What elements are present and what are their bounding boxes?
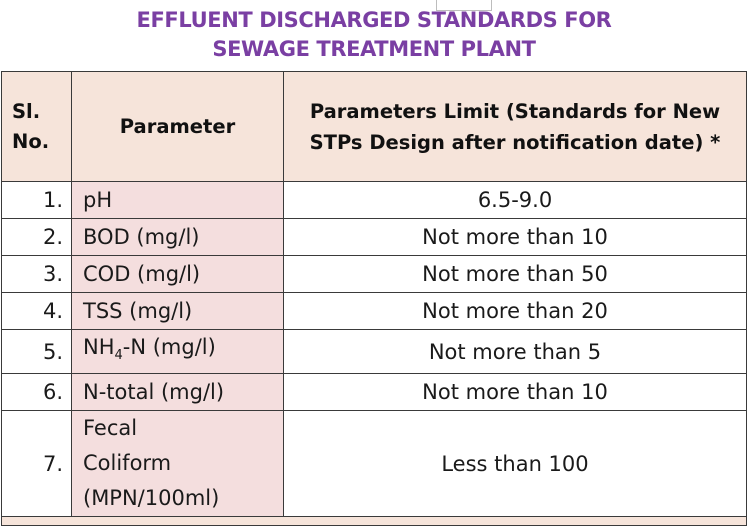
row-parameter: BOD (mg/l)	[71, 218, 284, 256]
table-row: 5. NH4-N (mg/l) Not more than 5	[1, 328, 747, 375]
param-line-2: Coliform	[83, 451, 172, 476]
row-parameter: Fecal Coliform (MPN/100ml)	[71, 410, 284, 518]
row-limit: 6.5-9.0	[283, 181, 747, 219]
param-line-3: (MPN/100ml)	[83, 486, 220, 511]
row-limit: Not more than 5	[283, 328, 747, 375]
header-limit: Parameters Limit (Standards for New STPs…	[283, 71, 747, 182]
title-line-1: EFFLUENT DISCHARGED STANDARDS FOR	[136, 8, 612, 32]
row-sl: 5.	[1, 328, 72, 375]
header-sl-line2: No.	[12, 129, 50, 153]
row-limit: Not more than 10	[283, 373, 747, 412]
row-sl: 2.	[1, 218, 72, 256]
footer-cell	[1, 516, 747, 526]
row-limit: Less than 100	[283, 410, 747, 518]
table-row: 6. N-total (mg/l) Not more than 10	[1, 373, 747, 412]
param-nh: NH	[83, 335, 115, 359]
header-limit-line2: STPs Design after notification date) *	[309, 130, 721, 154]
top-box	[436, 0, 492, 11]
row-parameter: NH4-N (mg/l)	[71, 328, 284, 375]
header-sl-line1: Sl.	[12, 99, 41, 123]
page-title: EFFLUENT DISCHARGED STANDARDS FOR SEWAGE…	[0, 6, 748, 64]
param-tail: -N (mg/l)	[122, 335, 216, 359]
table-row: 2. BOD (mg/l) Not more than 10	[1, 218, 747, 256]
param-line-1: Fecal	[83, 416, 138, 441]
row-sl: 3.	[1, 255, 72, 293]
row-parameter: COD (mg/l)	[71, 255, 284, 293]
row-sl: 7.	[1, 410, 72, 518]
table-row: 4. TSS (mg/l) Not more than 20	[1, 292, 747, 330]
row-limit: Not more than 10	[283, 218, 747, 256]
row-sl: 4.	[1, 292, 72, 330]
table-row: 1. pH 6.5-9.0	[1, 181, 747, 219]
table-row: 7. Fecal Coliform (MPN/100ml) Less than …	[1, 410, 747, 518]
row-parameter: pH	[71, 181, 284, 219]
table-row: 3. COD (mg/l) Not more than 50	[1, 255, 747, 293]
row-parameter: TSS (mg/l)	[71, 292, 284, 330]
row-parameter: N-total (mg/l)	[71, 373, 284, 412]
row-sl: 1.	[1, 181, 72, 219]
row-limit: Not more than 50	[283, 255, 747, 293]
header-parameter: Parameter	[71, 71, 284, 182]
header-sl-no: Sl. No.	[1, 71, 72, 182]
header-row: Sl. No. Parameter Parameters Limit (Stan…	[1, 71, 747, 182]
header-limit-line1: Parameters Limit (Standards for New	[309, 99, 721, 123]
table-footer-row	[1, 516, 747, 526]
row-sl: 6.	[1, 373, 72, 412]
standards-table: Sl. No. Parameter Parameters Limit (Stan…	[1, 71, 747, 526]
title-line-2: SEWAGE TREATMENT PLANT	[212, 37, 536, 61]
row-limit: Not more than 20	[283, 292, 747, 330]
param-subscript: 4	[114, 348, 123, 364]
